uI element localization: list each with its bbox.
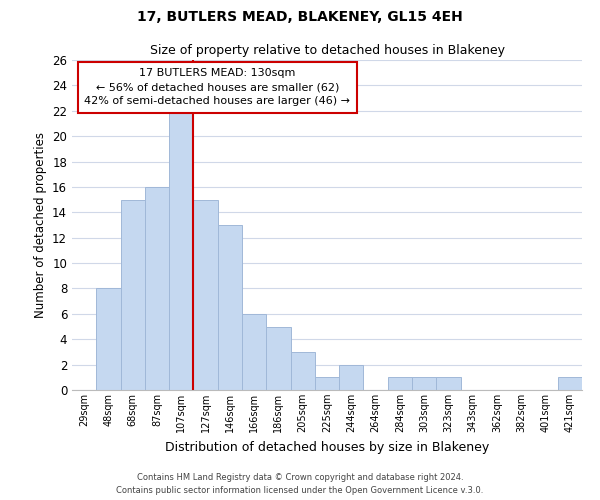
Bar: [436, 378, 461, 390]
Bar: [388, 378, 412, 390]
Bar: [339, 364, 364, 390]
Bar: [266, 326, 290, 390]
Text: 17 BUTLERS MEAD: 130sqm
← 56% of detached houses are smaller (62)
42% of semi-de: 17 BUTLERS MEAD: 130sqm ← 56% of detache…: [85, 68, 350, 106]
Text: Contains HM Land Registry data © Crown copyright and database right 2024.
Contai: Contains HM Land Registry data © Crown c…: [116, 474, 484, 495]
Bar: [145, 187, 169, 390]
Bar: [290, 352, 315, 390]
Bar: [242, 314, 266, 390]
Bar: [315, 378, 339, 390]
Bar: [218, 225, 242, 390]
X-axis label: Distribution of detached houses by size in Blakeney: Distribution of detached houses by size …: [165, 440, 489, 454]
Bar: [121, 200, 145, 390]
Bar: [558, 378, 582, 390]
Text: 17, BUTLERS MEAD, BLAKENEY, GL15 4EH: 17, BUTLERS MEAD, BLAKENEY, GL15 4EH: [137, 10, 463, 24]
Y-axis label: Number of detached properties: Number of detached properties: [34, 132, 47, 318]
Bar: [412, 378, 436, 390]
Bar: [96, 288, 121, 390]
Title: Size of property relative to detached houses in Blakeney: Size of property relative to detached ho…: [149, 44, 505, 58]
Bar: [169, 111, 193, 390]
Bar: [193, 200, 218, 390]
